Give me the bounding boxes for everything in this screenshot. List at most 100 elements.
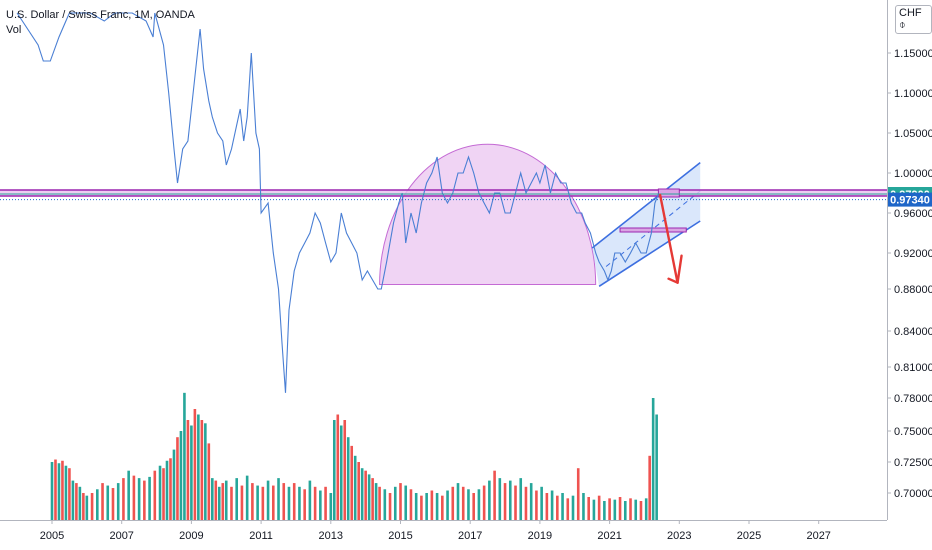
volume-bar [200,420,204,520]
small-resistance-band [619,227,687,233]
forecast-arrow-shaft [658,193,679,284]
volume-bar [183,392,186,520]
volume-bar [503,483,507,520]
x-tick-label: 2027 [806,530,830,542]
volume-bar [477,489,481,520]
volume-bar [651,398,655,520]
volume-bar [57,463,61,520]
x-tick-label: 2023 [667,530,691,542]
volume-bar [435,493,439,520]
volume-bar [508,480,512,520]
volume-bar [148,476,151,520]
volume-bar [319,490,322,520]
volume-bar [597,495,601,520]
volume-bar [75,483,78,520]
volume-bar [498,478,502,520]
volume-bar [414,493,418,520]
volume-bar [153,470,157,520]
volume-bar [374,483,378,520]
volume-bar [308,480,312,520]
volume-bar [608,498,611,520]
volume-bar [393,486,397,520]
volume-bar [367,474,371,520]
volume-bar [524,486,528,520]
y-tick-label: 0.84000 [894,326,932,338]
volume-bar [176,437,179,520]
volume-bar [332,420,336,520]
current-price-tag-bg [888,192,932,207]
volume-bar [582,493,585,520]
volume-bar [571,495,575,520]
x-tick-label: 2007 [109,530,133,542]
volume-bar [50,462,54,520]
volume-bar [472,493,475,520]
current-price-tag: 0.97340 [890,195,930,207]
volume-bar [603,501,606,520]
volume-bar [399,483,402,520]
volume-bar [540,486,543,520]
volume-bar [82,493,85,520]
y-tick-label: 0.81000 [894,362,932,374]
y-tick-label: 1.15000 [894,48,932,60]
volume-bar [204,423,207,520]
volume-bar [655,414,658,520]
volume-bar [240,485,244,520]
channel-upper-line [591,161,701,249]
volume-bar [116,483,120,520]
volume-bar [256,485,259,520]
volume-bar [169,458,172,520]
symbol-title[interactable]: U.S. Dollar / Swiss Franc, 1M, OANDA [6,9,195,21]
volume-bar [514,485,517,520]
volume-bar [441,495,444,520]
plot-area [0,12,887,520]
volume-bar [193,409,197,520]
volume-bar [592,499,596,520]
arc-pattern [379,143,597,285]
volume-bar [561,493,564,520]
volume-bar [190,425,193,520]
volume-bar [456,483,460,520]
volume-bar [287,486,291,520]
volume-bar [224,480,228,520]
y-tick-label: 1.10000 [894,88,932,100]
volume-bar [378,486,381,520]
volume-bar [106,485,110,520]
volume-bar [207,443,211,520]
volume-bar [132,475,136,520]
x-tick-label: 2025 [737,530,761,542]
volume-bar [277,478,280,520]
y-tick-label: 0.88000 [894,284,932,296]
volume-bar [85,495,89,520]
volume-bar [137,478,141,520]
volume-bar [629,498,632,520]
volume-label[interactable]: Vol [6,24,22,36]
volume-bar [613,499,617,520]
volume-bar [388,493,392,520]
volume-bar [623,501,627,520]
price-line [16,12,659,393]
volume-bar [324,486,327,520]
volume-bar [409,489,413,520]
volume-bar [221,483,225,520]
volume-bar [101,483,104,520]
volume-bar [211,478,214,520]
currency-badge[interactable]: CHF ⌽ [895,5,932,34]
volume-bar [404,485,408,520]
channel-mid-line [605,190,701,267]
volume-bar [535,490,538,520]
volume-bar [357,462,360,520]
x-tick-label: 2009 [179,530,203,542]
channel-fill [592,162,701,287]
volume-bar [165,460,169,520]
volume-bar [420,495,423,520]
volume-bar [282,483,286,520]
volume-bar [425,493,428,520]
volume-bar [545,493,549,520]
volume-bar [143,480,146,520]
volume-bar [360,468,364,520]
x-tick-label: 2013 [319,530,343,542]
volume-bar [78,486,82,520]
volume-bar [648,455,651,520]
forecast-arrow-head [667,254,683,284]
volume-bar [266,480,270,520]
